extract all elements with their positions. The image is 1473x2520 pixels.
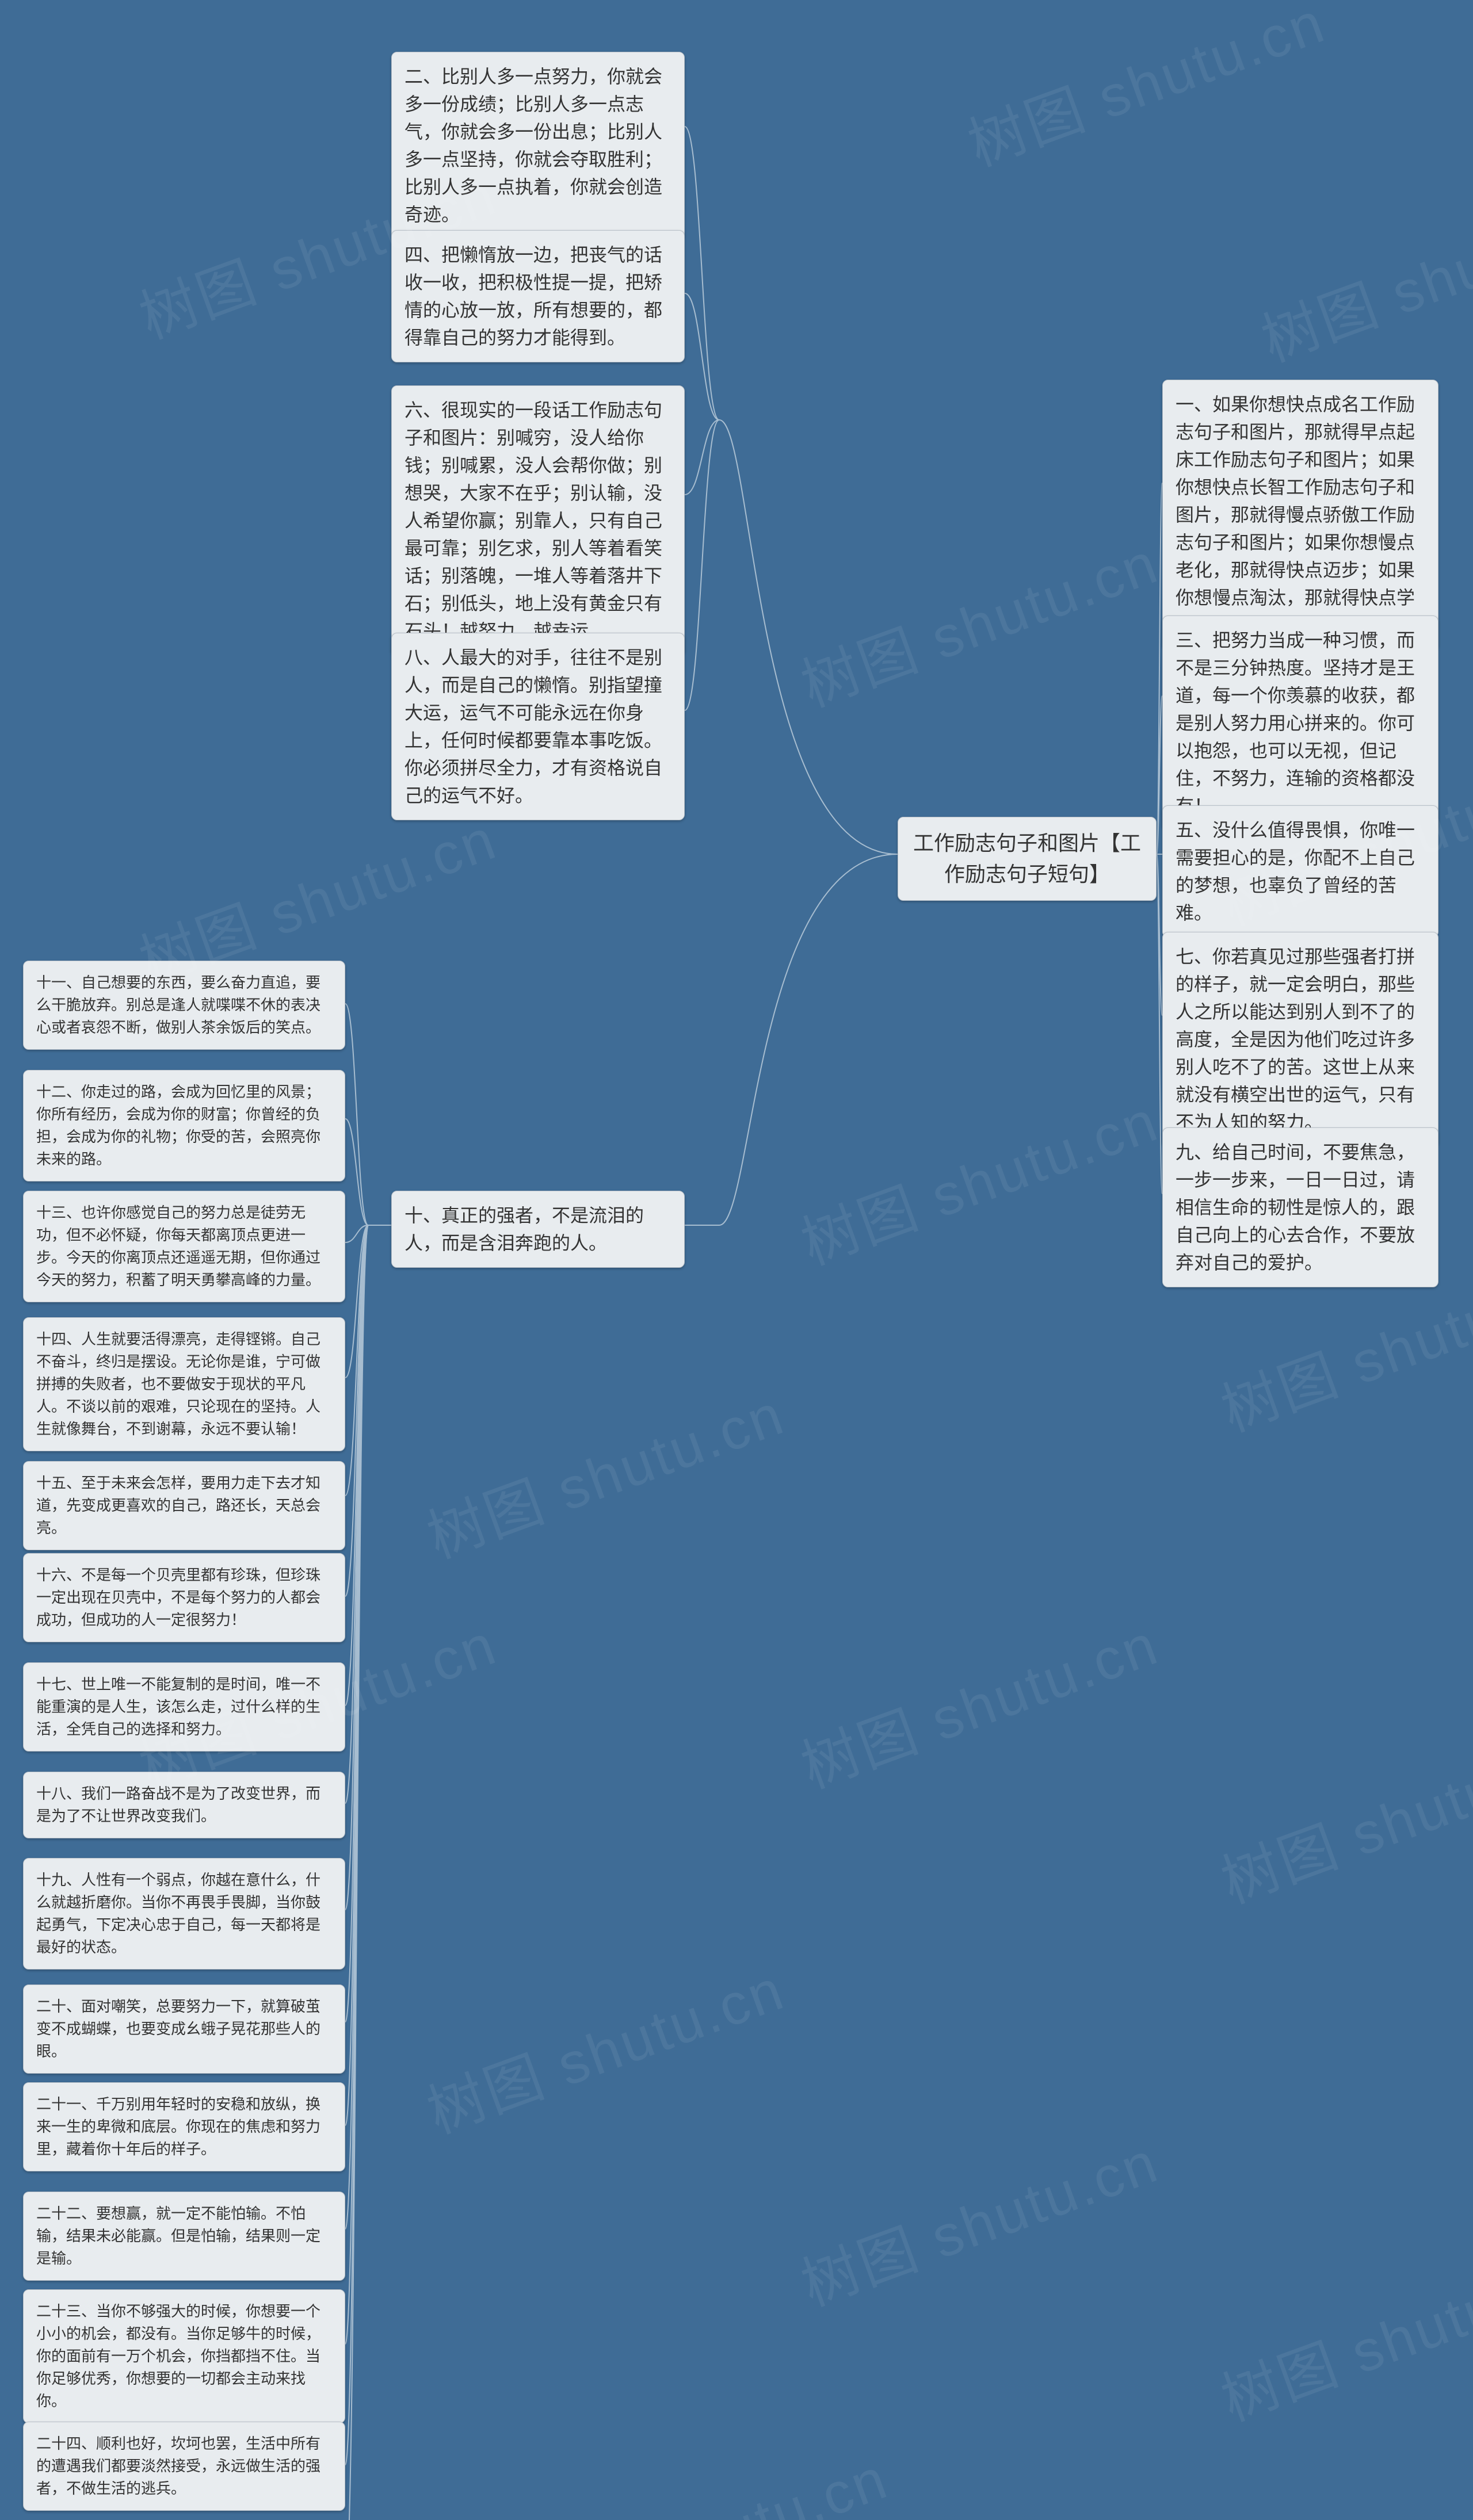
- mindmap-node-r7: 七、你若真见过那些强者打拼的样子，就一定会明白，那些人之所以能达到别人到不了的高…: [1162, 932, 1438, 1147]
- mindmap-node-l21: 二十一、千万别用年轻时的安稳和放纵，换来一生的卑微和底层。你现在的焦虑和努力里，…: [23, 2082, 345, 2171]
- mindmap-node-l22: 二十二、要想赢，就一定不能怕输。不怕输，结果未必能赢。但是怕输，结果则一定是输。: [23, 2192, 345, 2281]
- mindmap-node-l11: 十一、自己想要的东西，要么奋力直追，要么干脆放弃。别总是逢人就喋喋不休的表决心或…: [23, 961, 345, 1050]
- mindmap-node-u8: 八、人最大的对手，往往不是别人，而是自己的懒惰。别指望撞大运，运气不可能永远在你…: [391, 633, 685, 820]
- mindmap-node-r5: 五、没什么值得畏惧，你唯一需要担心的是，你配不上自己的梦想，也辜负了曾经的苦难。: [1162, 805, 1438, 938]
- mindmap-node-l12: 十二、你走过的路，会成为回忆里的风景；你所有经历，会成为你的财富；你曾经的负担，…: [23, 1070, 345, 1181]
- mindmap-node-root: 工作励志句子和图片【工作励志句子短句】: [898, 817, 1157, 901]
- mindmap-node-l14: 十四、人生就要活得漂亮，走得铿锵。自己不奋斗，终归是摆设。无论你是谁，宁可做拼搏…: [23, 1317, 345, 1451]
- mindmap-node-l17: 十七、世上唯一不能复制的是时间，唯一不能重演的是人生，该怎么走，过什么样的生活，…: [23, 1662, 345, 1752]
- mindmap-node-l19: 十九、人性有一个弱点，你越在意什么，什么就越折磨你。当你不再畏手畏脚，当你鼓起勇…: [23, 1858, 345, 1970]
- mindmap-node-l16: 十六、不是每一个贝壳里都有珍珠，但珍珠一定出现在贝壳中，不是每个努力的人都会成功…: [23, 1553, 345, 1642]
- mindmap-node-l18: 十八、我们一路奋战不是为了改变世界，而是为了不让世界改变我们。: [23, 1772, 345, 1838]
- mindmap-node-b10: 十、真正的强者，不是流泪的人，而是含泪奔跑的人。: [391, 1191, 685, 1268]
- watermark: 树图 shutu.cn: [1208, 2231, 1473, 2437]
- mindmap-node-l20: 二十、面对嘲笑，总要努力一下，就算破茧变不成蝴蝶，也要变成幺蛾子晃花那些人的眼。: [23, 1984, 345, 2074]
- mindmap-node-u4: 四、把懒惰放一边，把丧气的话收一收，把积极性提一提，把矫情的心放一放，所有想要的…: [391, 230, 685, 362]
- mindmap-node-r9: 九、给自己时间，不要焦急，一步一步来，一日一日过，请相信生命的韧性是惊人的，跟自…: [1162, 1127, 1438, 1287]
- mindmap-node-u6: 六、很现实的一段话工作励志句子和图片：别喊穷，没人给你钱；别喊累，没人会帮你做；…: [391, 385, 685, 656]
- watermark: 树图 shutu.cn: [414, 1368, 794, 1574]
- watermark: 树图 shutu.cn: [414, 1943, 794, 2150]
- watermark: 树图 shutu.cn: [518, 2432, 898, 2520]
- mindmap-node-r3: 三、把努力当成一种习惯，而不是三分钟热度。坚持才是王道，每一个你羡慕的收获，都是…: [1162, 615, 1438, 831]
- watermark: 树图 shutu.cn: [788, 1598, 1168, 1804]
- watermark: 树图 shutu.cn: [788, 2116, 1168, 2322]
- watermark: 树图 shutu.cn: [788, 1074, 1168, 1281]
- watermark: 树图 shutu.cn: [788, 517, 1168, 723]
- mindmap-node-l24: 二十四、顺利也好，坎坷也罢，生活中所有的遭遇我们都要淡然接受，永远做生活的强者，…: [23, 2422, 345, 2511]
- mindmap-node-l23: 二十三、当你不够强大的时候，你想要一个小小的机会，都没有。当你足够牛的时候，你的…: [23, 2289, 345, 2423]
- mindmap-node-l13: 十三、也许你感觉自己的努力总是徒劳无功，但不必怀疑，你每天都离顶点更进一步。今天…: [23, 1191, 345, 1302]
- watermark: 树图 shutu.cn: [1249, 171, 1473, 378]
- mindmap-node-r1: 一、如果你想快点成名工作励志句子和图片，那就得早点起床工作励志句子和图片；如果你…: [1162, 380, 1438, 650]
- watermark: 树图 shutu.cn: [955, 0, 1335, 182]
- watermark: 树图 shutu.cn: [1208, 1713, 1473, 1919]
- mindmap-node-l15: 十五、至于未来会怎样，要用力走下去才知道，先变成更喜欢的自己，路还长，天总会亮。: [23, 1461, 345, 1550]
- mindmap-node-u2: 二、比别人多一点努力，你就会多一份成绩；比别人多一点志气，你就会多一份出息；比别…: [391, 52, 685, 239]
